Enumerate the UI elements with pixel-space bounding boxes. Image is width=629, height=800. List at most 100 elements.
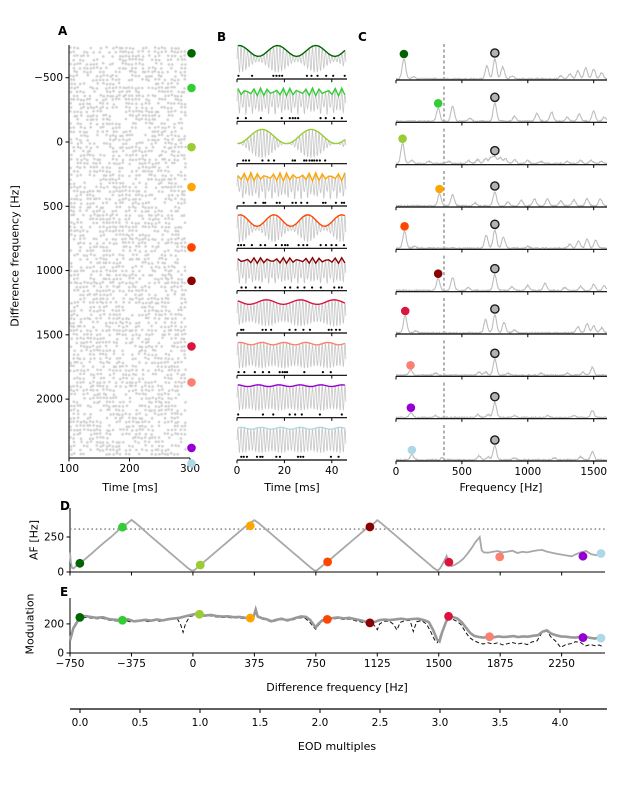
panel-b-label: B [217,30,227,44]
modulation-model-curve [68,604,603,644]
panel-b-row: 0 20 40 [234,426,347,477]
svg-text:1500: 1500 [425,658,452,670]
svg-text:250: 250 [44,532,64,544]
svg-text:1.5: 1.5 [252,717,269,729]
panel-e-ylabel: Modulation [23,593,37,655]
condition-marker [187,459,196,468]
panel-c: 0 500 1000 1500 [393,44,608,478]
panel-b-row [236,44,347,83]
panel-e-label: E [60,585,69,599]
svg-text:0: 0 [56,137,63,149]
panel-c-row: 0 500 1000 1500 [393,424,608,478]
condition-marker [187,49,196,58]
am-frequency-dot [433,99,443,108]
am-envelope [237,256,346,265]
af-condition-dot [596,549,606,558]
svg-text:500: 500 [452,466,472,478]
panel-b-row [236,86,347,125]
raster-plot-canvas [69,45,190,458]
svg-text:3.0: 3.0 [432,717,449,729]
svg-text:0.5: 0.5 [132,717,149,729]
svg-text:300: 300 [180,463,200,475]
svg-text:1.0: 1.0 [192,717,209,729]
am-envelope [237,44,346,58]
svg-text:0: 0 [190,658,197,670]
am-envelope [237,170,346,183]
am-frequency-dot [400,222,409,231]
am-frequency-dot [398,134,407,143]
panel-a: −500 0 500 1000 1500 2000 100 200 300 [34,45,200,475]
svg-text:200: 200 [119,463,139,475]
panel-e-xlabel: Difference frequency [Hz] [266,681,408,694]
svg-text:2250: 2250 [548,658,575,670]
modulation-condition-dot [365,618,375,628]
panel-a-ylabel: Difference frequency [Hz] [8,185,22,327]
svg-text:20: 20 [278,465,291,477]
panel-b: 0 20 40 [234,44,347,477]
svg-text:0: 0 [57,567,64,579]
am-envelope [237,213,346,228]
svg-text:1875: 1875 [487,658,514,670]
panel-c-row [395,170,608,211]
am-envelope [237,86,346,98]
eod-frequency-dot [490,391,500,402]
panel-c-row [395,255,608,295]
eod-frequency-dot [490,145,500,156]
modulation-condition-dot [245,613,255,623]
eod-frequency-dot [490,304,500,314]
panel-b-row [236,383,347,421]
svg-text:500: 500 [43,201,63,213]
condition-marker [187,182,196,192]
svg-text:3.5: 3.5 [492,717,509,729]
am-frequency-dot [399,49,409,59]
svg-text:750: 750 [306,658,326,670]
modulation-condition-dot [75,612,85,622]
am-envelope [237,299,346,306]
am-frequency-dot [407,445,417,455]
svg-text:375: 375 [244,658,264,670]
eod-frequency-dot [490,181,500,191]
panel-b-row [236,341,347,379]
panel-e: −750 −375 0 375 750 1125 1500 1875 2250 0 200 [44,598,606,670]
svg-text:200: 200 [44,618,64,630]
panel-c-row [395,340,608,380]
modulation-condition-dot [195,609,204,619]
am-envelope [237,341,346,346]
svg-text:4.0: 4.0 [552,717,569,729]
panel-c-row [395,382,608,422]
modulation-condition-dot [322,614,332,624]
panel-b-row [236,256,347,294]
svg-text:2.0: 2.0 [312,717,329,729]
condition-marker [187,378,196,387]
condition-marker [187,142,196,152]
panel-c-xlabel: Frequency [Hz] [459,481,543,494]
svg-text:2000: 2000 [36,394,63,406]
panel-d-label: D [60,499,70,513]
svg-text:0.0: 0.0 [72,717,89,729]
condition-marker [187,243,196,252]
af-condition-dot [195,560,205,570]
af-condition-dot [118,522,127,532]
eod-frequency-dot [490,48,500,58]
modulation-condition-dot [596,633,606,643]
condition-marker [187,276,196,286]
panel-a-xlabel: Time [ms] [102,481,158,494]
condition-marker [187,443,196,453]
svg-text:1500: 1500 [580,466,607,478]
panel-b-row [236,128,347,167]
am-frequency-dot [435,184,444,194]
panel-c-row [395,297,607,338]
modulation-condition-dot [444,611,453,621]
svg-text:40: 40 [325,465,338,477]
panel-b-row [236,298,347,337]
svg-text:1125: 1125 [364,658,391,670]
eod-frequency-dot [490,435,500,445]
svg-text:0: 0 [57,648,64,660]
eod-multiples-axis: 0.0 0.5 1.0 1.5 2.0 2.5 3.0 3.5 4.0 [70,708,607,729]
af-condition-dot [444,557,454,567]
svg-text:1000: 1000 [36,265,63,277]
svg-text:0: 0 [234,465,241,477]
svg-text:100: 100 [59,463,79,475]
panel-c-row [395,86,608,126]
